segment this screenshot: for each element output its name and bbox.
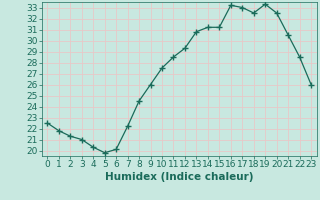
X-axis label: Humidex (Indice chaleur): Humidex (Indice chaleur) [105, 172, 253, 182]
